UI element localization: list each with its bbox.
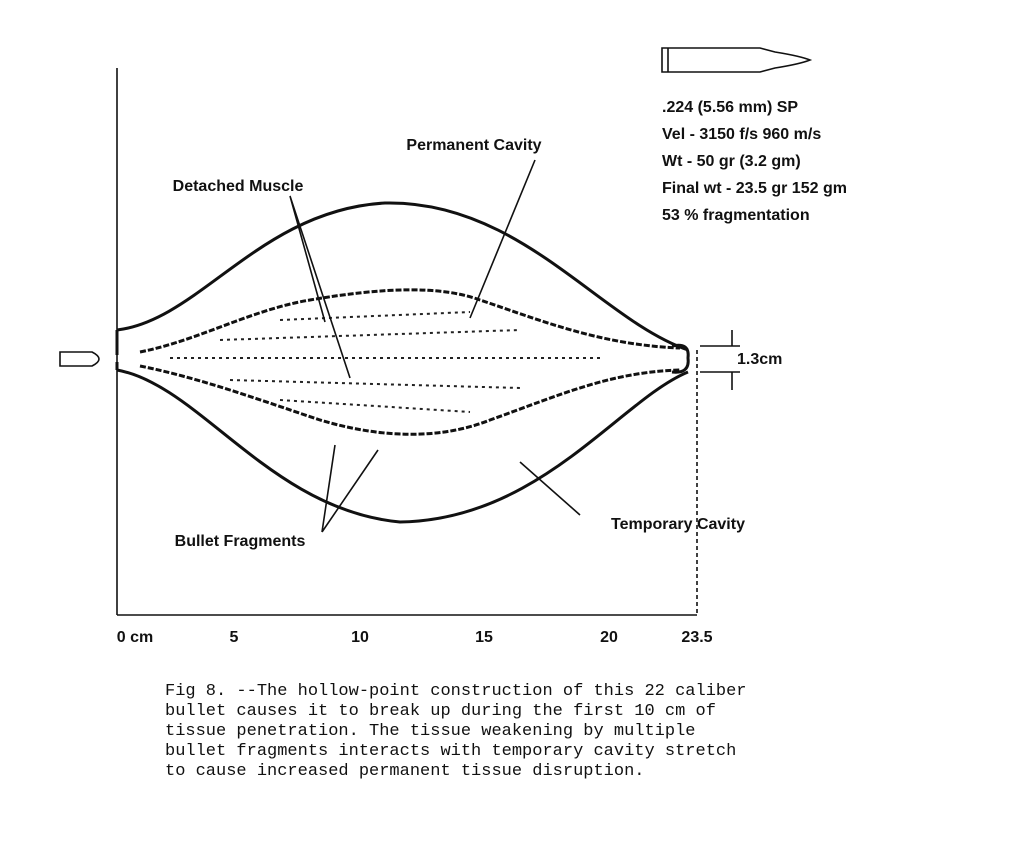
leader-temporary: [519, 461, 581, 516]
bullet-fragments-label: Bullet Fragments: [175, 533, 306, 550]
temporary-cavity-lower: [116, 368, 689, 524]
bullet: [59, 351, 100, 367]
leader-fragments: [321, 444, 379, 533]
exit-diameter-label: 1.3cm: [737, 351, 782, 368]
bullet-specs: .224 (5.56 mm) SP Vel - 3150 f/s 960 m/s W…: [662, 99, 847, 224]
permanent-cavity-upper: [139, 288, 681, 354]
caption-line: to cause increased permanent tissue disr…: [165, 762, 644, 781]
tissue-disruption: [170, 311, 600, 413]
tick-label: 10: [351, 629, 369, 646]
permanent-cavity-label: Permanent Cavity: [406, 137, 541, 154]
caption-line: bullet causes it to break up during the …: [165, 702, 716, 721]
tick-label: 23.5: [681, 629, 712, 646]
temporary-cavity-label: Temporary Cavity: [611, 516, 745, 533]
exit-ring: [671, 343, 690, 374]
leader-permanent: [469, 159, 536, 319]
disruption-line: [219, 329, 521, 341]
spec-line: Wt - 50 gr (3.2 gm): [662, 153, 801, 170]
cartridge-icon: [661, 47, 813, 73]
permanent-cavity-lower: [139, 364, 681, 436]
spec-line: 53 % fragmentation: [662, 207, 810, 224]
tick-label: 0 cm: [117, 629, 153, 646]
spec-line: Final wt - 23.5 gr 152 gm: [662, 180, 847, 197]
caption-line: tissue penetration. The tissue weakening…: [165, 722, 696, 741]
tick-label: 5: [230, 629, 239, 646]
leader-muscle: [289, 195, 351, 379]
caption-line: bullet fragments interacts with temporar…: [165, 742, 736, 761]
tick-label: 20: [600, 629, 618, 646]
detached-muscle-label: Detached Muscle: [173, 178, 304, 195]
temporary-cavity-upper: [116, 201, 689, 352]
spec-line: Vel - 3150 f/s 960 m/s: [662, 126, 821, 143]
caption-line: Fig 8. --The hollow-point construction o…: [165, 682, 747, 701]
axis-ticks: 0 cm 5 10 15 20 23.5: [117, 629, 713, 646]
spec-line: .224 (5.56 mm) SP: [662, 99, 798, 116]
caption: Fig 8. --The hollow-point construction o…: [165, 682, 747, 781]
tick-label: 15: [475, 629, 493, 646]
